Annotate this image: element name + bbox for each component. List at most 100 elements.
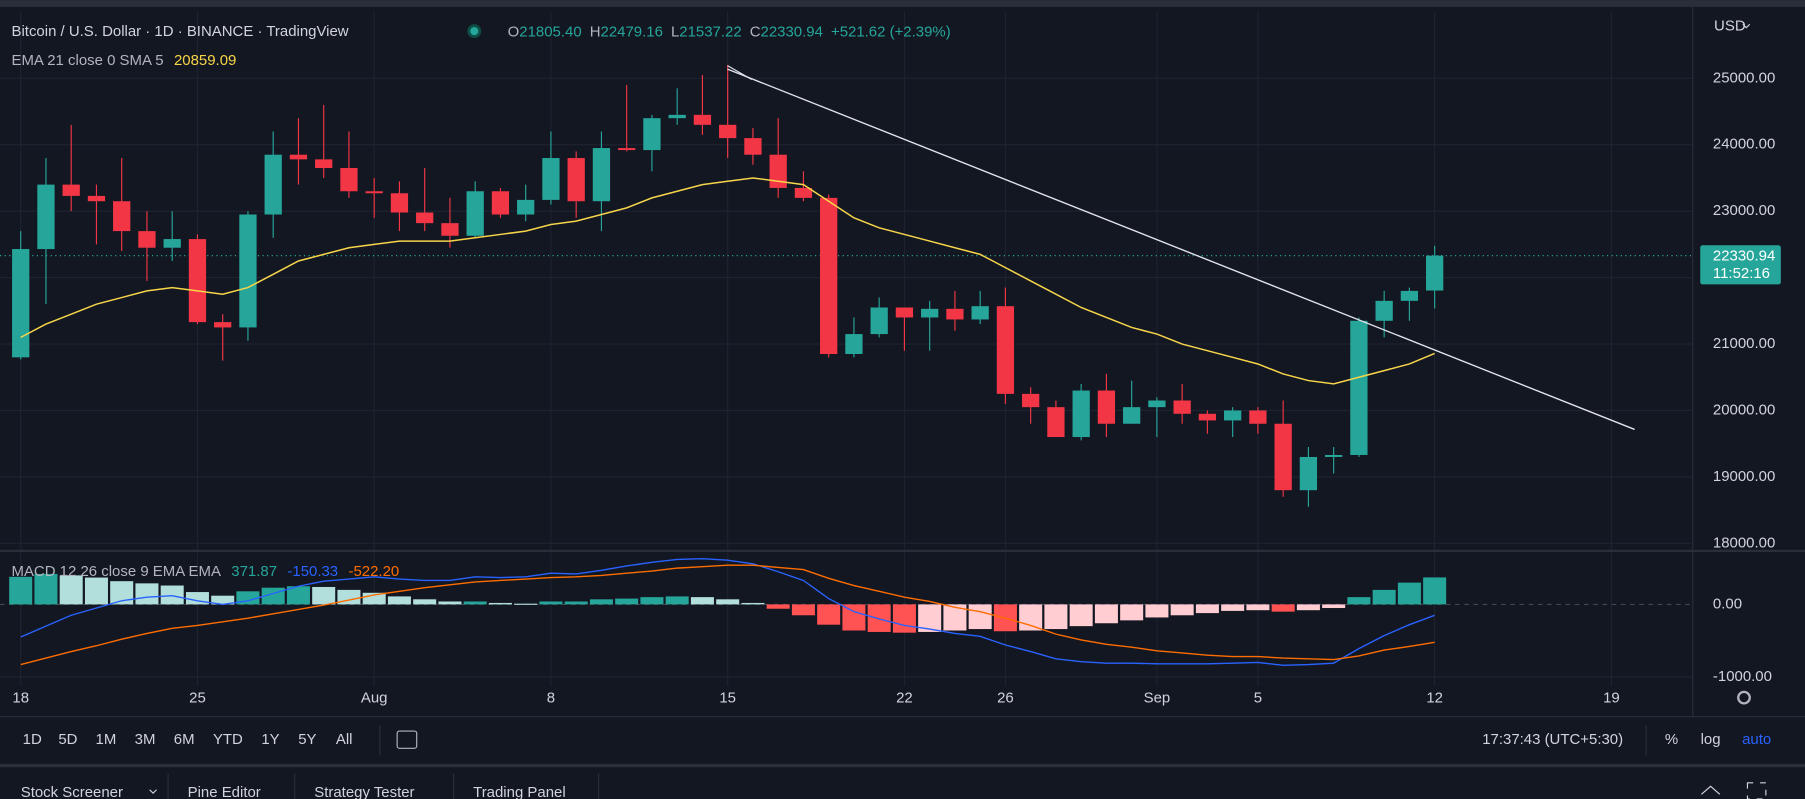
candle-body (390, 193, 409, 213)
y-tick-label: 19000.00 (1713, 468, 1775, 485)
candle-body (794, 187, 813, 198)
histogram-bar (413, 599, 437, 605)
currency[interactable]: USD (1714, 17, 1746, 34)
bottom-panel (0, 764, 1805, 799)
top-border (0, 0, 1805, 7)
panel-tab[interactable]: Trading Panel (473, 784, 566, 799)
ohlc-value: 21805.40 (519, 23, 581, 40)
scale-button[interactable]: log (1701, 731, 1721, 748)
candle-body (769, 154, 787, 188)
candle-body (1097, 390, 1116, 424)
range-button[interactable]: 5Y (298, 731, 316, 748)
histogram-bar (1221, 604, 1245, 611)
candle-body (214, 322, 232, 328)
range-button[interactable]: 5D (58, 731, 77, 748)
indicator-line (20, 558, 1435, 667)
ohlc-value: 22330.94 (761, 23, 823, 40)
candle-body (1299, 456, 1318, 491)
candle-body (1123, 407, 1141, 424)
histogram-bar (59, 575, 83, 605)
histogram-bar (211, 595, 235, 605)
histogram-bar (9, 576, 33, 605)
macd-legend: MACD 12 26 close 9 EMA EMA 371.87 -150.33-… (12, 563, 400, 580)
indicator-value: 20859.09 (174, 52, 236, 69)
y-tick-label: 0.00 (1713, 595, 1742, 612)
candle-body (719, 124, 737, 139)
settings-icon[interactable] (1737, 690, 1751, 705)
histogram-bar (665, 596, 689, 605)
candle-body (946, 308, 964, 320)
y-tick-label: 18000.00 (1713, 534, 1775, 551)
candle-body (491, 191, 510, 215)
toolbar: USD 1D 5D 1M 3M 6M YTD 1Y 5Y All 17:37:43 (UTC+5:… (0, 17, 1805, 799)
candle-body (163, 239, 181, 248)
candle-body (971, 306, 989, 320)
tab-chevron (149, 789, 157, 795)
scale-button[interactable]: auto (1742, 731, 1771, 748)
candle-body (870, 307, 888, 335)
candle-body (239, 214, 257, 328)
candle-body (1022, 393, 1040, 408)
candle-body (592, 148, 611, 202)
histogram-bar (1069, 604, 1093, 627)
candle-body (1375, 300, 1393, 321)
candle-body (567, 158, 585, 202)
histogram-bar (387, 596, 411, 605)
histogram-bar (741, 602, 765, 605)
time-axis (0, 686, 1805, 717)
panel-tab[interactable]: Pine Editor (188, 784, 261, 799)
collapse-icon[interactable] (1701, 785, 1721, 795)
candle-body (87, 195, 106, 202)
candle-body (996, 306, 1015, 394)
candle-body (441, 223, 459, 236)
histogram-bar (1094, 604, 1118, 624)
x-tick-label: Aug (361, 690, 388, 707)
candle-body (895, 307, 914, 318)
x-tick-label: 12 (1426, 690, 1443, 707)
range-button[interactable]: All (336, 731, 353, 748)
candle-body (37, 184, 55, 250)
candle-body (1400, 290, 1419, 301)
candle-body (845, 334, 863, 355)
range-button[interactable]: 3M (135, 731, 156, 748)
range-button[interactable]: 1Y (261, 731, 279, 748)
range-button[interactable]: 6M (174, 731, 195, 748)
indicator-line (20, 564, 1435, 666)
indicator-name: EMA 21 close 0 SMA 5 (12, 52, 164, 69)
indicator-legend: EMA 21 close 0 SMA 5 20859.09 (12, 52, 237, 69)
histogram-bar (160, 585, 184, 605)
ohlc-prefix: H (590, 23, 601, 40)
candle-body (416, 212, 434, 224)
range-button[interactable]: 1D (23, 731, 42, 748)
candle-body (1426, 255, 1444, 291)
trend-line-handle (727, 65, 752, 80)
chevron (1742, 23, 1751, 29)
candle-body (188, 239, 207, 323)
ohlc-change: +521.62 (+2.39%) (831, 23, 951, 40)
y-tick-label: 20000.00 (1713, 401, 1775, 418)
ohlc-value: 21537.22 (679, 23, 741, 40)
x-tick-label: 25 (189, 690, 206, 707)
candle-body (340, 168, 358, 192)
histogram-bar (84, 577, 108, 605)
x-tick-label: 22 (896, 690, 913, 707)
range-button[interactable]: 1M (96, 731, 117, 748)
candle-body (1173, 400, 1191, 414)
histogram-bar (312, 586, 336, 605)
ohlc-prefix: C (750, 23, 761, 40)
calendar-icon[interactable] (396, 730, 418, 749)
candle-body (921, 308, 939, 318)
range-button[interactable]: YTD (213, 731, 243, 748)
y-tick-label: 21000.00 (1713, 335, 1775, 352)
macd-pane: 0.00 -1000.00 MACD 12 26 close 9 EMA EMA 37… (0, 552, 1772, 687)
candle-body (466, 191, 484, 236)
status-dot (470, 27, 479, 36)
candle-body (264, 154, 282, 215)
panel-tab[interactable]: Stock Screener (21, 784, 123, 799)
histogram-bar (463, 601, 487, 605)
candle-body (517, 199, 535, 215)
panel-tab[interactable]: Strategy Tester (314, 784, 414, 799)
clock[interactable]: 17:37:43 (UTC+5:30) (1482, 731, 1623, 748)
ohlc-prefix: L (671, 23, 679, 40)
scale-button[interactable]: % (1665, 731, 1678, 748)
